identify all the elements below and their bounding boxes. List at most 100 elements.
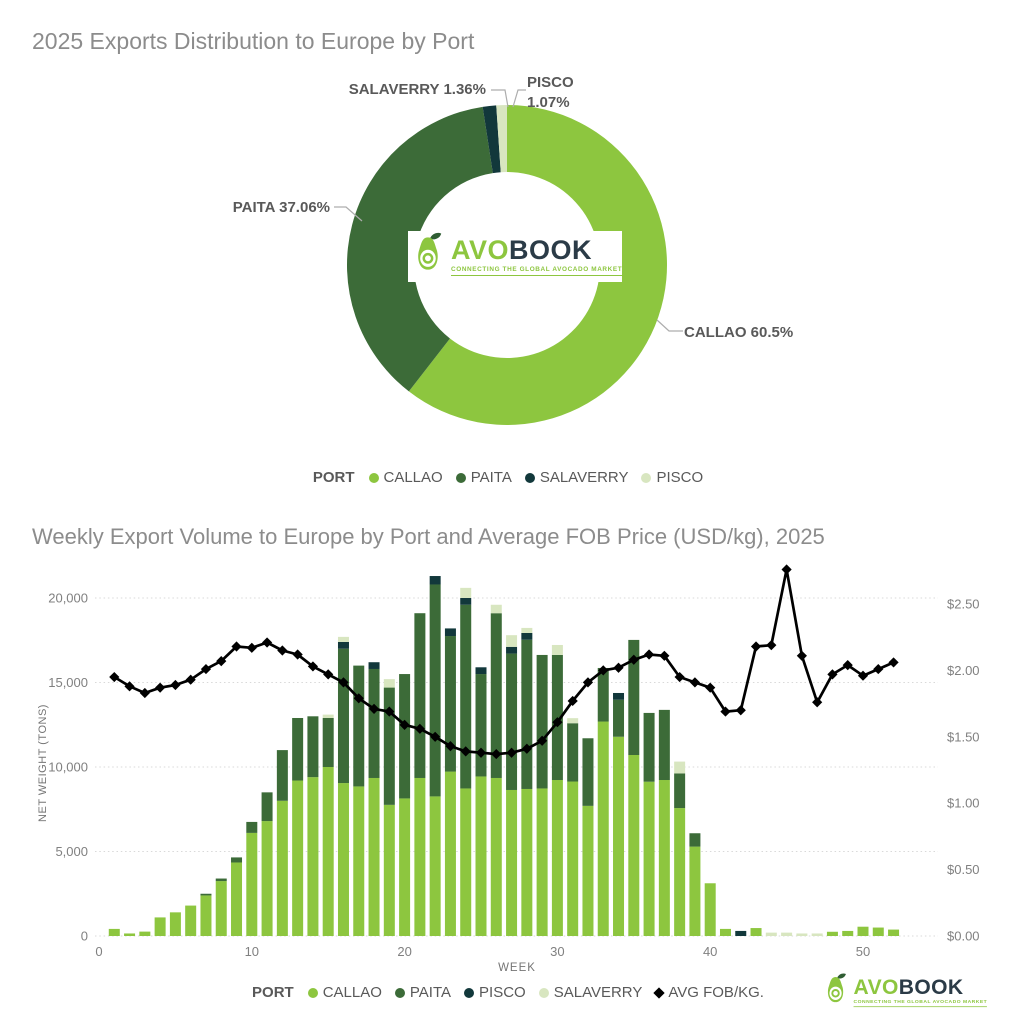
bar-pisco-week-23[interactable] bbox=[444, 628, 456, 637]
avg-fob-marker-week-47[interactable] bbox=[812, 697, 823, 708]
avg-fob-marker-week-51[interactable] bbox=[873, 663, 884, 675]
bar-callao-week-22[interactable] bbox=[429, 796, 441, 936]
avg-fob-marker-week-17[interactable] bbox=[353, 693, 364, 704]
avg-fob-marker-week-29[interactable] bbox=[537, 735, 548, 746]
bar-pisco-week-24[interactable] bbox=[460, 598, 472, 605]
bar-pisco-week-34[interactable] bbox=[613, 692, 625, 700]
avg-fob-marker-week-48[interactable] bbox=[827, 669, 838, 680]
avg-fob-marker-week-10[interactable] bbox=[246, 642, 257, 653]
donut-slice-pisco[interactable] bbox=[496, 105, 507, 173]
avg-fob-marker-week-2[interactable] bbox=[124, 681, 135, 692]
donut-slice-callao[interactable] bbox=[408, 105, 667, 425]
legend-item-paita[interactable]: PAITA bbox=[394, 984, 451, 1001]
bar-callao-week-8[interactable] bbox=[215, 881, 227, 936]
avg-fob-marker-week-3[interactable] bbox=[139, 687, 150, 699]
bar-callao-week-29[interactable] bbox=[536, 788, 548, 936]
bar-paita-week-29[interactable] bbox=[536, 654, 548, 789]
avg-fob-marker-week-4[interactable] bbox=[155, 682, 166, 693]
bar-callao-week-35[interactable] bbox=[628, 755, 640, 936]
bar-paita-week-25[interactable] bbox=[475, 674, 487, 777]
bar-paita-week-8[interactable] bbox=[215, 878, 227, 882]
bar-callao-week-7[interactable] bbox=[200, 895, 212, 936]
bar-callao-week-10[interactable] bbox=[246, 832, 258, 936]
bar-paita-week-35[interactable] bbox=[628, 639, 640, 755]
bar-paita-week-36[interactable] bbox=[643, 712, 655, 782]
bar-callao-week-4[interactable] bbox=[154, 917, 166, 936]
bar-paita-week-20[interactable] bbox=[399, 674, 411, 799]
avg-fob-marker-week-23[interactable] bbox=[445, 740, 456, 752]
bar-callao-week-17[interactable] bbox=[353, 786, 365, 936]
bar-callao-week-23[interactable] bbox=[444, 771, 456, 936]
bar-callao-week-20[interactable] bbox=[399, 798, 411, 936]
bar-paita-week-31[interactable] bbox=[567, 723, 579, 782]
bar-paita-week-32[interactable] bbox=[582, 738, 594, 806]
avg-fob-marker-week-30[interactable] bbox=[552, 717, 563, 728]
bar-paita-week-27[interactable] bbox=[506, 653, 518, 790]
avg-fob-marker-week-12[interactable] bbox=[277, 645, 288, 656]
bar-paita-week-39[interactable] bbox=[689, 833, 701, 847]
avg-fob-marker-week-26[interactable] bbox=[491, 748, 502, 760]
avg-fob-marker-week-42[interactable] bbox=[735, 705, 746, 716]
bar-paita-week-23[interactable] bbox=[444, 636, 456, 772]
bar-salaverry-week-46[interactable] bbox=[796, 933, 808, 936]
bar-pisco-week-25[interactable] bbox=[475, 667, 487, 675]
bar-callao-week-48[interactable] bbox=[826, 931, 838, 936]
bar-callao-week-21[interactable] bbox=[414, 777, 426, 936]
bar-salaverry-week-45[interactable] bbox=[781, 932, 793, 936]
bar-pisco-week-42[interactable] bbox=[735, 930, 747, 936]
bar-callao-week-12[interactable] bbox=[276, 800, 288, 936]
bar-callao-week-30[interactable] bbox=[551, 780, 563, 936]
bar-salaverry-week-44[interactable] bbox=[765, 932, 777, 936]
avg-fob-marker-week-45[interactable] bbox=[781, 564, 792, 575]
bar-callao-week-5[interactable] bbox=[169, 912, 181, 936]
bar-callao-week-50[interactable] bbox=[857, 926, 869, 936]
bar-paita-week-12[interactable] bbox=[276, 750, 288, 801]
legend-item-pisco[interactable]: PISCO bbox=[641, 469, 703, 486]
avg-fob-marker-week-32[interactable] bbox=[582, 677, 594, 688]
bar-callao-week-24[interactable] bbox=[460, 788, 472, 936]
bar-callao-week-52[interactable] bbox=[888, 929, 900, 936]
bar-paita-week-10[interactable] bbox=[246, 821, 258, 833]
bar-callao-week-27[interactable] bbox=[506, 789, 518, 936]
avg-fob-marker-week-5[interactable] bbox=[170, 679, 181, 691]
legend-item-salaverry[interactable]: SALAVERRY bbox=[538, 984, 642, 1001]
bar-paita-week-24[interactable] bbox=[460, 604, 472, 789]
bar-salaverry-week-16[interactable] bbox=[337, 636, 349, 642]
bar-paita-week-18[interactable] bbox=[368, 668, 380, 778]
avg-fob-marker-week-8[interactable] bbox=[216, 656, 227, 667]
bar-paita-week-21[interactable] bbox=[414, 613, 426, 778]
bar-paita-week-38[interactable] bbox=[674, 773, 686, 809]
bar-salaverry-week-47[interactable] bbox=[811, 933, 823, 936]
bar-callao-week-51[interactable] bbox=[872, 927, 884, 936]
bar-pisco-week-27[interactable] bbox=[506, 646, 518, 654]
bar-callao-week-37[interactable] bbox=[658, 780, 670, 936]
avg-fob-marker-week-22[interactable] bbox=[430, 731, 441, 742]
avg-fob-marker-week-40[interactable] bbox=[705, 682, 716, 693]
bar-callao-week-6[interactable] bbox=[185, 905, 197, 936]
bar-paita-week-22[interactable] bbox=[429, 584, 441, 797]
bar-callao-week-49[interactable] bbox=[842, 930, 854, 936]
bar-paita-week-15[interactable] bbox=[322, 717, 334, 767]
bar-callao-week-40[interactable] bbox=[704, 883, 716, 936]
avg-fob-marker-week-6[interactable] bbox=[185, 674, 196, 685]
bar-callao-week-25[interactable] bbox=[475, 776, 487, 936]
bar-salaverry-week-30[interactable] bbox=[551, 644, 563, 655]
avg-fob-marker-week-13[interactable] bbox=[292, 649, 303, 660]
avg-fob-marker-week-27[interactable] bbox=[506, 747, 517, 758]
bar-paita-week-33[interactable] bbox=[597, 667, 609, 722]
avg-fob-marker-week-38[interactable] bbox=[674, 671, 685, 683]
bar-callao-week-31[interactable] bbox=[567, 781, 579, 936]
bar-pisco-week-16[interactable] bbox=[337, 641, 349, 649]
bar-salaverry-week-15[interactable] bbox=[322, 714, 334, 718]
bar-callao-week-16[interactable] bbox=[337, 783, 349, 936]
legend-item-avg-fob-kg-[interactable]: AVG FOB/KG. bbox=[653, 984, 764, 1001]
bar-paita-week-37[interactable] bbox=[658, 709, 670, 781]
bar-callao-week-28[interactable] bbox=[521, 788, 533, 936]
bar-salaverry-week-31[interactable] bbox=[567, 718, 579, 724]
bar-callao-week-9[interactable] bbox=[231, 862, 243, 936]
avg-fob-marker-week-52[interactable] bbox=[888, 657, 899, 668]
bar-callao-week-36[interactable] bbox=[643, 781, 655, 936]
avg-fob-marker-week-41[interactable] bbox=[720, 706, 731, 717]
bar-paita-week-16[interactable] bbox=[337, 648, 349, 784]
avg-fob-marker-week-34[interactable] bbox=[613, 662, 624, 673]
